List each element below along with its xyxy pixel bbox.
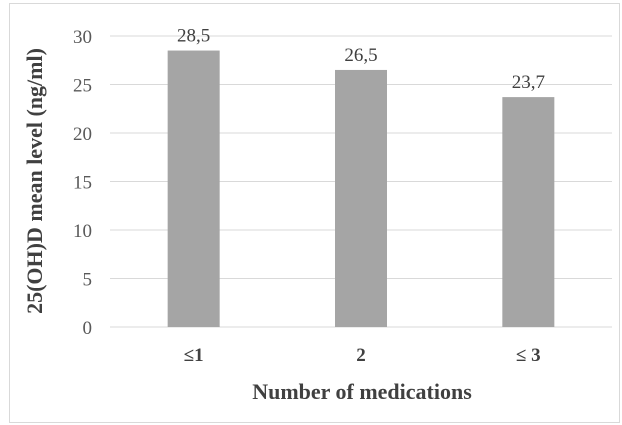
- y-tick-label: 20: [73, 124, 92, 145]
- bars: [167, 50, 555, 328]
- y-axis-title: 25(OH)D mean level (ng/ml): [22, 48, 47, 314]
- y-tick-label: 15: [73, 173, 92, 194]
- y-tick-label: 10: [73, 221, 92, 242]
- bar: [502, 97, 555, 327]
- bar-value-label: 26,5: [344, 45, 377, 66]
- x-tick-labels: ≤1 2 ≤ 3: [184, 345, 541, 366]
- y-tick-label: 30: [73, 27, 92, 48]
- x-tick-label: ≤1: [184, 345, 204, 366]
- bar: [335, 69, 387, 327]
- bar-value-label: 23,7: [512, 72, 545, 93]
- y-tick-label: 0: [83, 318, 93, 339]
- x-axis-title: Number of medications: [252, 379, 472, 404]
- y-tick-labels: 0 5 10 15 20 25 30: [73, 27, 92, 339]
- y-tick-label: 5: [83, 270, 93, 291]
- data-labels: 28,5 26,5 23,7: [177, 26, 545, 94]
- x-tick-label: 2: [356, 345, 366, 366]
- bar-value-label: 28,5: [177, 26, 210, 47]
- y-tick-label: 25: [73, 76, 92, 97]
- bar: [167, 50, 220, 328]
- x-tick-label: ≤ 3: [516, 345, 541, 366]
